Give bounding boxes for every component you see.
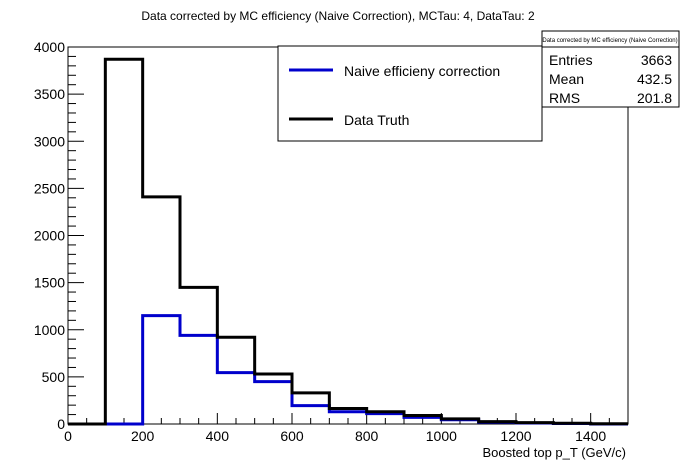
x-tick-label: 1200: [500, 428, 531, 444]
x-axis-label: Boosted top p_T (GeV/c): [482, 445, 626, 460]
legend-label-naive: Naive efficieny correction: [344, 63, 500, 79]
chart-title: Data corrected by MC efficiency (Naive C…: [141, 9, 535, 23]
y-tick-label: 2500: [34, 180, 65, 196]
x-axis: 0 200 400 600 800 1000 1200 1400: [64, 413, 629, 444]
y-tick-label: 1500: [34, 275, 65, 291]
x-tick-label: 400: [206, 428, 230, 444]
stats-rms-value: 201.8: [637, 90, 672, 106]
legend-label-truth: Data Truth: [344, 112, 409, 128]
legend-box: [277, 45, 543, 142]
y-tick-label: 500: [42, 369, 66, 385]
y-tick-label: 1000: [34, 322, 65, 338]
x-tick-label: 1000: [426, 428, 457, 444]
stats-entries-label: Entries: [549, 52, 593, 68]
x-tick-label: 1400: [575, 428, 606, 444]
series-layer: [68, 57, 628, 426]
stats-entries-value: 3663: [641, 52, 672, 68]
x-tick-label: 600: [280, 428, 304, 444]
x-tick-label: 200: [131, 428, 155, 444]
y-tick-label: 4000: [34, 39, 65, 55]
y-tick-label: 3500: [34, 86, 65, 102]
x-tick-label: 0: [64, 428, 72, 444]
stats-rms-label: RMS: [549, 90, 580, 106]
y-tick-label: 3000: [34, 133, 65, 149]
stats-box-frame: [541, 30, 680, 108]
x-tick-label: 800: [355, 428, 379, 444]
series-data-truth: [68, 57, 628, 426]
stats-mean-label: Mean: [549, 71, 584, 87]
stats-mean-value: 432.5: [637, 71, 672, 87]
y-axis: 0 500 1000 1500 2000 2500 3000 3500 4000: [34, 39, 84, 432]
stats-box: Data corrected by MC efficiency (Naive C…: [541, 30, 680, 108]
stats-title: Data corrected by MC efficiency (Naive C…: [542, 38, 677, 44]
y-tick-label: 2000: [34, 228, 65, 244]
legend: Naive efficieny correction Data Truth: [277, 45, 543, 142]
y-tick-label: 0: [57, 416, 65, 432]
